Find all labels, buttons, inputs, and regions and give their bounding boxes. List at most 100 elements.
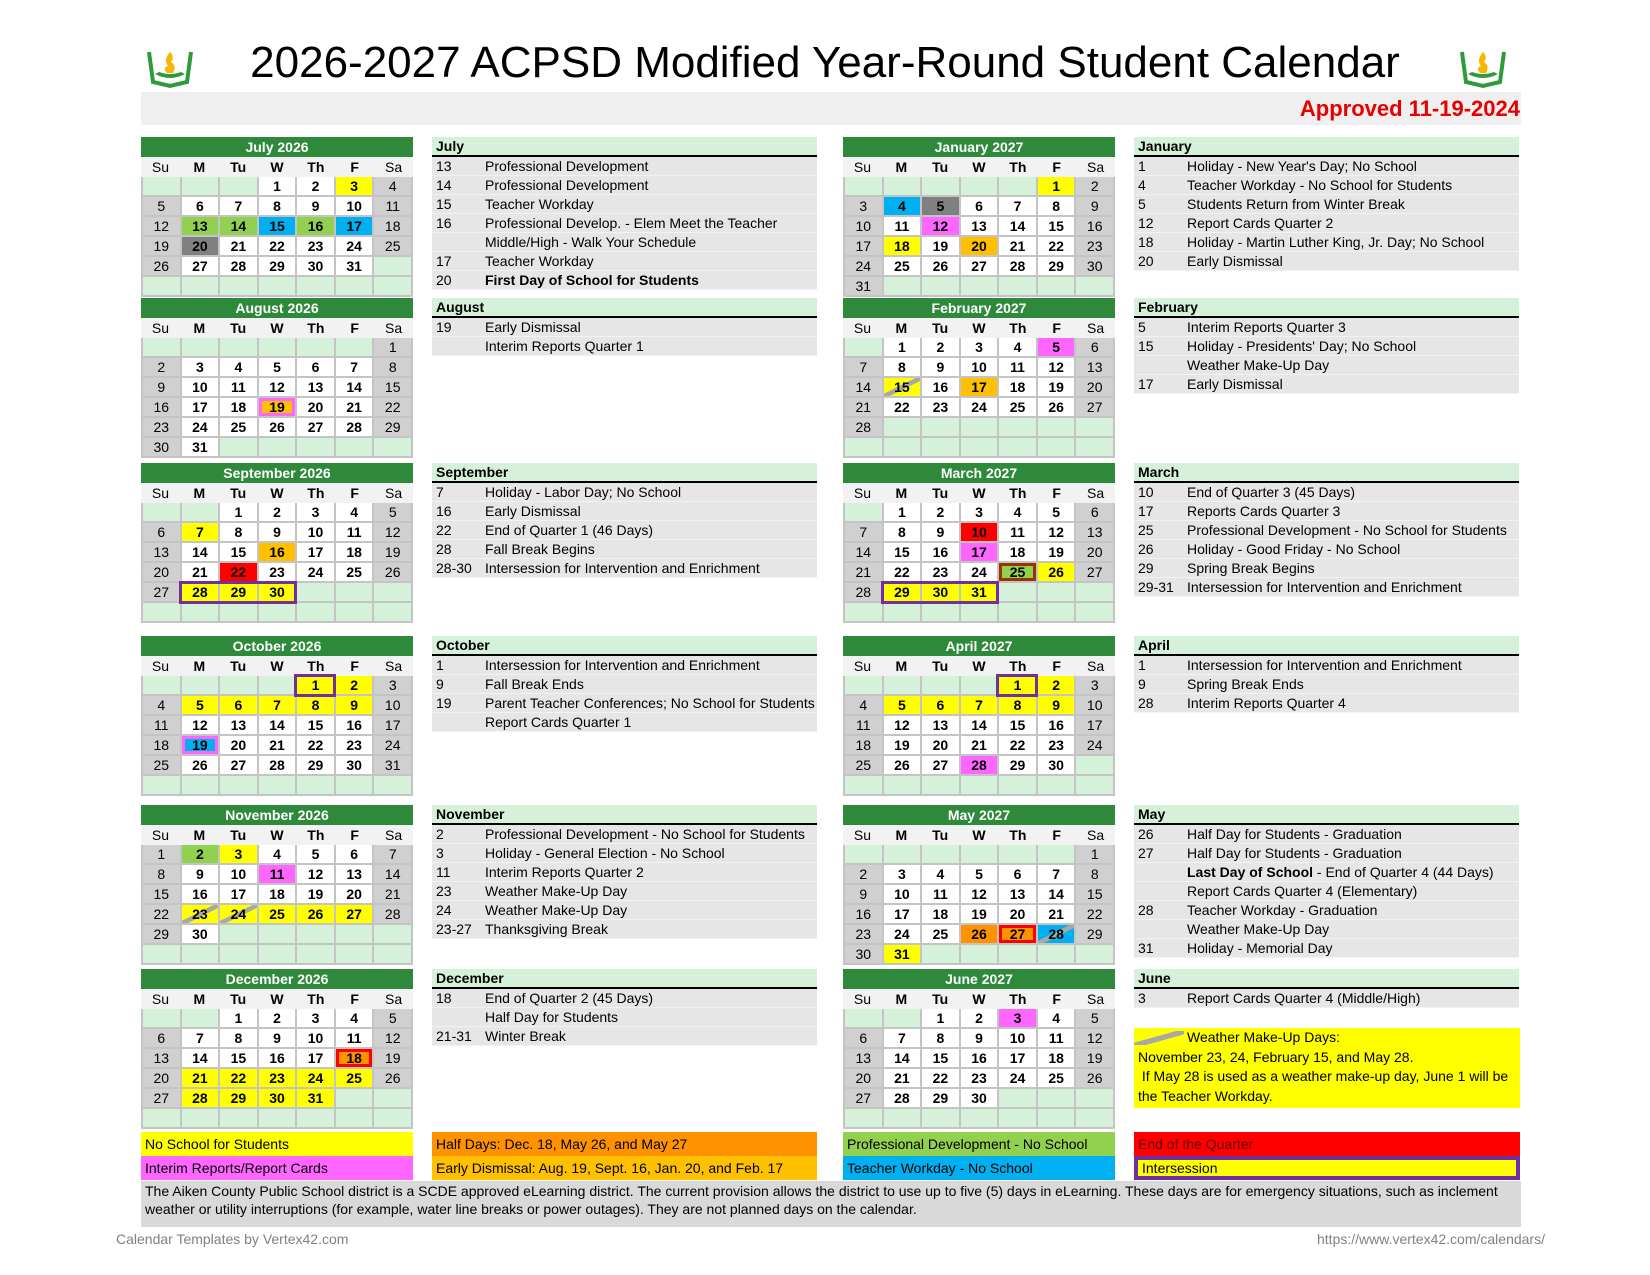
day-cell[interactable]: 16 [1076, 217, 1115, 237]
day-cell[interactable]: 1 [1076, 845, 1115, 865]
day-cell[interactable]: 18 [1037, 1049, 1077, 1069]
day-cell[interactable]: 11 [845, 716, 884, 736]
day-cell[interactable]: 21 [845, 398, 884, 418]
day-cell[interactable]: 21 [1037, 905, 1077, 925]
day-cell[interactable]: 11 [143, 716, 182, 736]
day-cell[interactable]: 26 [143, 257, 182, 277]
day-cell[interactable]: 15 [374, 378, 413, 398]
day-cell[interactable]: 3 [297, 1009, 336, 1029]
day-cell[interactable]: 22 [220, 563, 259, 583]
day-cell[interactable]: 6 [143, 1029, 182, 1049]
day-cell[interactable]: 21 [181, 563, 221, 583]
day-cell[interactable]: 12 [297, 865, 336, 885]
day-cell[interactable]: 15 [883, 543, 923, 563]
day-cell[interactable]: 13 [960, 217, 1000, 237]
day-cell[interactable]: 13 [181, 217, 221, 237]
day-cell[interactable]: 25 [335, 563, 375, 583]
day-cell[interactable]: 28 [845, 583, 884, 603]
day-cell[interactable]: 1 [1037, 177, 1077, 197]
day-cell[interactable]: 24 [1076, 736, 1115, 756]
day-cell[interactable]: 25 [374, 237, 413, 257]
day-cell[interactable]: 24 [335, 237, 375, 257]
day-cell[interactable]: 13 [1076, 358, 1115, 378]
day-cell[interactable]: 18 [374, 217, 413, 237]
day-cell[interactable]: 9 [297, 197, 336, 217]
day-cell[interactable]: 11 [335, 1029, 375, 1049]
day-cell[interactable]: 10 [1076, 696, 1115, 716]
day-cell[interactable]: 22 [297, 736, 336, 756]
day-cell[interactable]: 23 [143, 418, 182, 438]
day-cell[interactable]: 16 [335, 716, 375, 736]
day-cell[interactable]: 25 [883, 257, 923, 277]
day-cell[interactable]: 11 [883, 217, 923, 237]
day-cell[interactable]: 18 [335, 543, 375, 563]
day-cell[interactable]: 2 [922, 338, 961, 358]
day-cell[interactable]: 16 [258, 1049, 298, 1069]
day-cell[interactable]: 16 [258, 543, 298, 563]
day-cell[interactable]: 11 [922, 885, 961, 905]
day-cell[interactable]: 9 [181, 865, 221, 885]
day-cell[interactable]: 29 [1037, 257, 1077, 277]
day-cell[interactable]: 28 [374, 905, 413, 925]
day-cell[interactable]: 24 [297, 563, 336, 583]
day-cell[interactable]: 23 [181, 905, 221, 925]
day-cell[interactable]: 5 [1037, 503, 1077, 523]
day-cell[interactable]: 2 [181, 845, 221, 865]
day-cell[interactable]: 24 [297, 1069, 336, 1089]
day-cell[interactable]: 14 [883, 1049, 923, 1069]
day-cell[interactable]: 30 [335, 756, 375, 776]
day-cell[interactable]: 21 [258, 736, 298, 756]
day-cell[interactable]: 20 [1076, 543, 1115, 563]
day-cell[interactable]: 13 [297, 378, 336, 398]
day-cell[interactable]: 1 [374, 338, 413, 358]
day-cell[interactable]: 3 [374, 676, 413, 696]
day-cell[interactable]: 14 [845, 543, 884, 563]
day-cell[interactable]: 31 [960, 583, 1000, 603]
day-cell[interactable]: 18 [922, 905, 961, 925]
day-cell[interactable]: 7 [258, 696, 298, 716]
day-cell[interactable]: 30 [922, 583, 961, 603]
day-cell[interactable]: 27 [1076, 563, 1115, 583]
day-cell[interactable]: 31 [374, 756, 413, 776]
day-cell[interactable]: 14 [335, 378, 375, 398]
day-cell[interactable]: 8 [999, 696, 1038, 716]
day-cell[interactable]: 7 [883, 1029, 923, 1049]
day-cell[interactable]: 13 [220, 716, 259, 736]
day-cell[interactable]: 5 [143, 197, 182, 217]
day-cell[interactable]: 8 [258, 197, 298, 217]
day-cell[interactable]: 17 [374, 716, 413, 736]
day-cell[interactable]: 4 [258, 845, 298, 865]
day-cell[interactable]: 19 [960, 905, 1000, 925]
day-cell[interactable]: 16 [922, 543, 961, 563]
day-cell[interactable]: 6 [143, 523, 182, 543]
day-cell[interactable]: 18 [220, 398, 259, 418]
day-cell[interactable]: 26 [297, 905, 336, 925]
day-cell[interactable]: 21 [181, 1069, 221, 1089]
day-cell[interactable]: 17 [297, 1049, 336, 1069]
day-cell[interactable]: 29 [220, 1089, 259, 1109]
day-cell[interactable]: 12 [374, 1029, 413, 1049]
day-cell[interactable]: 1 [883, 338, 923, 358]
day-cell[interactable]: 24 [999, 1069, 1038, 1089]
day-cell[interactable]: 12 [1076, 1029, 1115, 1049]
day-cell[interactable]: 29 [258, 257, 298, 277]
day-cell[interactable]: 31 [297, 1089, 336, 1109]
day-cell[interactable]: 29 [143, 925, 182, 945]
day-cell[interactable]: 15 [1037, 217, 1077, 237]
day-cell[interactable]: 29 [374, 418, 413, 438]
day-cell[interactable]: 2 [845, 865, 884, 885]
day-cell[interactable]: 25 [335, 1069, 375, 1089]
day-cell[interactable]: 19 [1037, 543, 1077, 563]
day-cell[interactable]: 8 [220, 1029, 259, 1049]
day-cell[interactable]: 28 [220, 257, 259, 277]
day-cell[interactable]: 7 [181, 1029, 221, 1049]
day-cell[interactable]: 4 [143, 696, 182, 716]
day-cell[interactable]: 9 [960, 1029, 1000, 1049]
day-cell[interactable]: 27 [335, 905, 375, 925]
day-cell[interactable]: 4 [883, 197, 923, 217]
day-cell[interactable]: 31 [883, 945, 923, 965]
day-cell[interactable]: 20 [181, 237, 221, 257]
day-cell[interactable]: 26 [883, 756, 923, 776]
day-cell[interactable]: 7 [845, 358, 884, 378]
day-cell[interactable]: 6 [999, 865, 1038, 885]
